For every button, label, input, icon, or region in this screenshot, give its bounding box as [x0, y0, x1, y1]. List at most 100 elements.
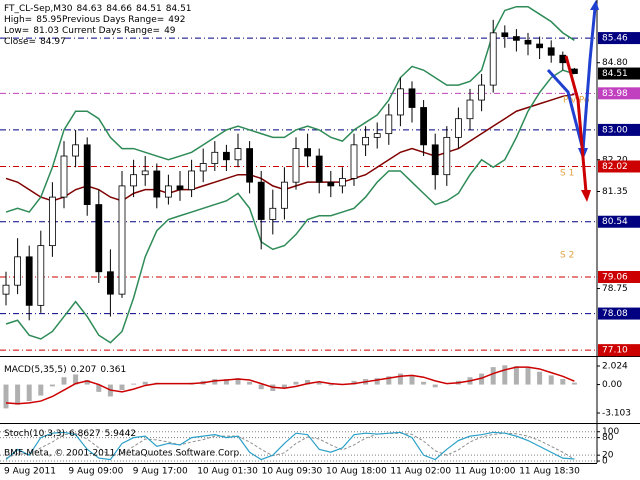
x-tick-label: 9 Aug 09:00	[68, 467, 123, 477]
macd-bar	[73, 374, 79, 385]
macd-bar	[537, 371, 543, 385]
title-part: Stoch(10,3,3)	[4, 429, 65, 439]
macd-bar	[479, 373, 485, 385]
macd-bar	[119, 384, 125, 391]
x-tick-label: 10 Aug 18:00	[326, 467, 387, 477]
level-annotation: S 2	[560, 251, 574, 261]
macd-bar	[131, 383, 137, 385]
candle-body	[327, 181, 335, 187]
y-tick-label: 84.80	[602, 58, 628, 68]
level-label: 80.54	[602, 217, 628, 227]
candle-body	[396, 88, 404, 116]
candle-body	[2, 284, 10, 295]
candle-body	[25, 256, 33, 306]
macd-bar	[397, 373, 403, 385]
candle-body	[188, 170, 196, 191]
indicator-title: Stoch(10,3,3) 6.8627 5.9442	[4, 429, 136, 439]
level-label: 83.00	[602, 125, 628, 135]
level-annotation: Piv Po	[563, 96, 590, 106]
x-tick-label: 11 Aug 02:00	[390, 467, 451, 477]
title-part: 84.97	[40, 37, 66, 47]
candle-body	[164, 185, 172, 198]
candle-body	[153, 170, 161, 198]
macd-bar	[316, 382, 322, 385]
macd-bar	[281, 384, 287, 389]
candle-body	[547, 47, 555, 56]
info-line: High= 85.95	[4, 15, 62, 25]
chart-header: FT_CL-Sep,M30 84.63 84.66 84.51 84.51	[4, 4, 192, 14]
bid-label: 84.51	[602, 69, 628, 79]
candle-body	[49, 196, 56, 247]
title-part: 84.63	[76, 4, 102, 14]
candle-body	[408, 88, 416, 108]
macd-bar	[293, 381, 299, 385]
title-part: Close=	[4, 37, 36, 47]
info-line: Low= 81.03	[4, 26, 59, 36]
macd-bar	[502, 365, 508, 385]
indicator-line	[5, 69, 575, 344]
arrow	[581, 7, 597, 151]
level-label: 77.10	[602, 346, 628, 356]
indicator-title: MACD(5,35,5) 0.207 0.361	[4, 365, 126, 375]
level-annotation: S 1	[560, 169, 574, 179]
macd-bar	[421, 381, 427, 385]
level-label-box	[598, 160, 640, 173]
macd-signal	[5, 366, 575, 405]
y-tick-label: 82.20	[602, 155, 628, 165]
y-tick-label: 0	[602, 457, 608, 467]
candle-body	[211, 151, 219, 164]
title-part: Low=	[4, 26, 29, 36]
info-line: Previous Days Range= 492	[62, 15, 185, 25]
info-line: Current Days Range= 49	[62, 26, 176, 36]
title-part: High=	[4, 15, 32, 25]
candle-body	[536, 43, 543, 49]
x-tick-label: 10 Aug 09:30	[262, 467, 323, 477]
candle-body	[373, 133, 381, 138]
macd-bar	[142, 381, 148, 385]
macd-bar	[223, 379, 229, 385]
candle-body	[130, 174, 138, 187]
info-line: Close= 84.97	[4, 37, 66, 47]
macd-bar	[49, 384, 55, 387]
title-part: 492	[168, 15, 185, 25]
candle-body	[489, 32, 497, 86]
candle-body	[280, 181, 288, 209]
macd-bar	[258, 384, 264, 390]
x-tick-label: 9 Aug 2011	[4, 467, 56, 477]
macd-bar	[513, 366, 519, 385]
y-tick-label: 80	[602, 433, 614, 443]
candle-body	[443, 136, 451, 176]
candle-body	[420, 107, 428, 146]
candle-body	[513, 36, 520, 41]
macd-bar	[374, 378, 380, 385]
candle-body	[385, 114, 393, 135]
macd-bar	[305, 379, 311, 385]
candle-body	[501, 32, 509, 37]
title-part: 5.9442	[105, 429, 137, 439]
macd-bar	[15, 384, 21, 405]
candle-body	[83, 144, 91, 205]
level-label-box	[598, 270, 640, 283]
title-part: MACD(5,35,5)	[4, 365, 67, 375]
candle-body	[431, 144, 439, 176]
macd-bar	[3, 384, 9, 409]
level-label-box	[598, 123, 640, 136]
level-label: 79.06	[602, 272, 628, 282]
level-label: 83.98	[602, 89, 628, 99]
title-part: 84.51	[136, 4, 162, 14]
title-part: 85.95	[36, 15, 62, 25]
candle-body	[466, 99, 474, 120]
x-tick-label: 10 Aug 01:30	[197, 467, 258, 477]
macd-bar	[212, 379, 218, 385]
macd-bar	[351, 380, 357, 385]
level-label-box	[598, 344, 640, 357]
macd-bar	[328, 384, 334, 386]
y-tick-label: 100	[602, 427, 619, 437]
x-tick-label: 11 Aug 10:00	[455, 467, 516, 477]
candle-body	[234, 148, 242, 161]
level-label: 82.02	[602, 162, 628, 172]
candle-body	[141, 170, 149, 176]
